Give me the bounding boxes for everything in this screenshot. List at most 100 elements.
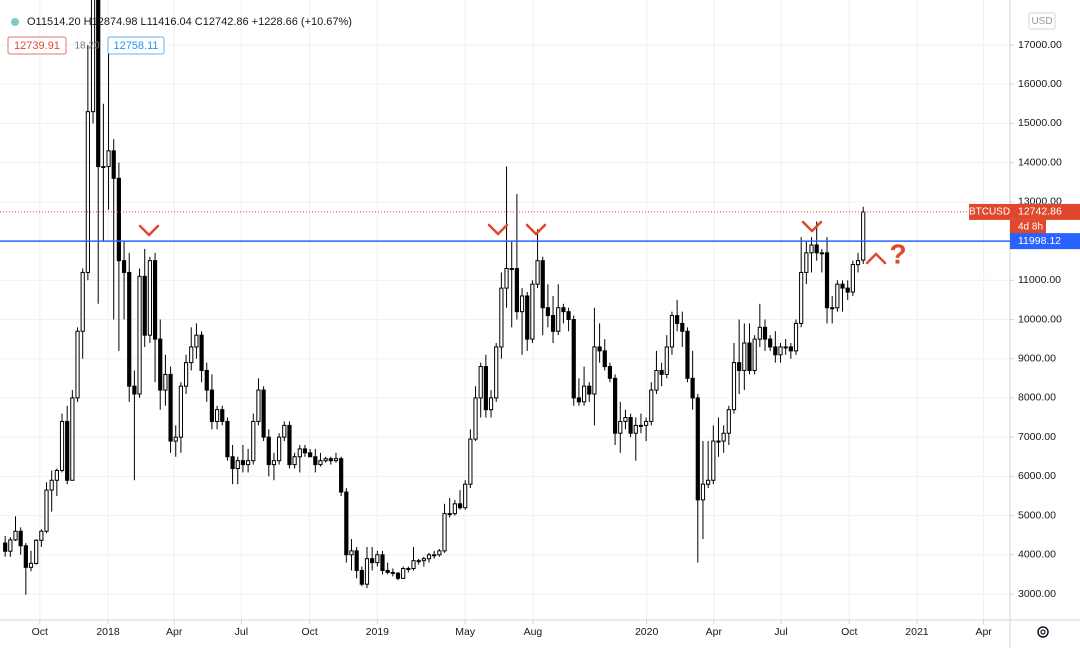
candle-body xyxy=(644,420,649,426)
candle-body xyxy=(762,326,768,340)
candle-body xyxy=(483,366,488,411)
candle-body xyxy=(840,283,845,289)
candle-body xyxy=(39,530,44,541)
candle-body xyxy=(809,244,814,254)
candle-body xyxy=(137,275,142,395)
candle-body xyxy=(690,377,695,399)
candle-body xyxy=(256,389,261,422)
candle-body xyxy=(328,458,333,462)
ask-box[interactable] xyxy=(107,36,165,55)
candle-body xyxy=(623,417,628,422)
candle-body xyxy=(855,260,861,266)
candle-body xyxy=(54,469,59,481)
candle-body xyxy=(395,572,401,579)
countdown: 4d 8h xyxy=(1018,222,1043,233)
x-tick-label: Apr xyxy=(706,626,723,638)
ask-price[interactable]: 12758.11 xyxy=(113,40,158,52)
candle-body xyxy=(752,338,757,371)
grid xyxy=(0,0,1010,620)
candle-body xyxy=(121,260,127,273)
candle-body xyxy=(845,287,850,293)
candle-body xyxy=(711,440,716,481)
candle-body xyxy=(514,268,519,313)
y-tick-label: 7000.00 xyxy=(1018,431,1056,443)
y-tick-label: 14000.00 xyxy=(1018,156,1062,168)
candle-body xyxy=(793,322,799,352)
y-tick-label: 10000.00 xyxy=(1018,313,1062,325)
candle-body xyxy=(287,424,292,466)
candle-body xyxy=(173,436,178,442)
candle-body xyxy=(716,440,721,443)
status-dot xyxy=(11,18,19,26)
candle-body xyxy=(788,346,793,352)
candle-body xyxy=(209,389,215,422)
candle-body xyxy=(680,322,685,332)
candle-body xyxy=(799,271,804,324)
candle-body xyxy=(65,420,70,481)
candle-body xyxy=(183,362,189,387)
candle-body xyxy=(757,326,762,340)
candle-body xyxy=(509,268,514,271)
candle-body xyxy=(90,0,96,113)
candle-body xyxy=(488,397,494,411)
candle-body xyxy=(3,542,8,552)
candle-body xyxy=(194,334,199,348)
candle-body xyxy=(359,569,364,585)
candle-body xyxy=(235,460,240,470)
candle-body xyxy=(835,283,840,309)
candle-body xyxy=(132,385,137,395)
candle-body xyxy=(147,260,152,336)
candle-body xyxy=(266,436,271,466)
check-mark xyxy=(525,223,547,236)
candle-body xyxy=(199,334,204,371)
candle-body xyxy=(473,397,478,440)
x-tick-label: Oct xyxy=(841,626,857,638)
candle-body xyxy=(747,342,752,371)
y-tick-label: 3000.00 xyxy=(1018,588,1056,600)
candle-body xyxy=(432,554,437,557)
symbol-label: BTCUSD xyxy=(969,207,1010,218)
candle-body xyxy=(116,177,121,262)
x-tick-label: Oct xyxy=(301,626,317,638)
candle-body xyxy=(416,560,421,563)
candle-body xyxy=(127,271,132,387)
bid-box[interactable] xyxy=(7,36,67,55)
candle-body xyxy=(106,150,111,168)
candle-body xyxy=(726,409,731,434)
level-price-box xyxy=(1010,233,1080,250)
y-tick-label: 11000.00 xyxy=(1018,274,1061,286)
candle-body xyxy=(59,420,65,471)
candle-body xyxy=(463,483,468,509)
candle-body xyxy=(731,362,737,411)
y-tick-label: 4000.00 xyxy=(1018,549,1056,561)
candle-body xyxy=(344,491,349,556)
candle-body xyxy=(282,424,287,438)
candle-body xyxy=(550,315,556,332)
annotations xyxy=(138,220,887,265)
spread: 18.20 xyxy=(74,41,99,52)
candle-body xyxy=(561,307,566,313)
bid-price[interactable]: 12739.91 xyxy=(14,40,60,52)
annotation-text: ? xyxy=(889,238,906,269)
candle-body xyxy=(535,260,540,285)
candle-body xyxy=(633,424,638,434)
candle-body xyxy=(437,550,442,556)
level-price-label: 11998.12 xyxy=(1018,235,1061,247)
settings-icon[interactable] xyxy=(1037,626,1049,638)
currency-box[interactable] xyxy=(1028,12,1056,30)
candle-body xyxy=(587,385,592,395)
candle-body xyxy=(271,460,277,466)
check-mark xyxy=(487,223,509,236)
candle-body xyxy=(581,385,587,403)
currency[interactable]: USD xyxy=(1031,16,1052,27)
countdown-box xyxy=(1010,219,1046,234)
candle-body xyxy=(556,307,561,332)
x-tick-label: Apr xyxy=(166,626,183,638)
candle-body xyxy=(375,554,380,564)
candle-body xyxy=(525,295,530,340)
candle-body xyxy=(721,432,726,442)
y-tick-label: 5000.00 xyxy=(1018,509,1056,521)
